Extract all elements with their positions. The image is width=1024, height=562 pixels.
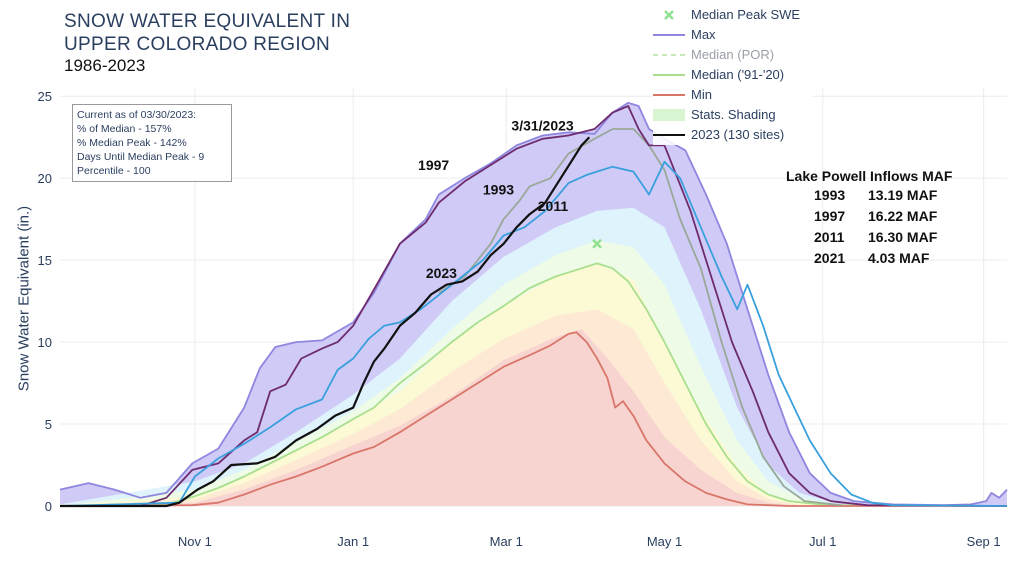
x-tick-label: Jan 1 [337,534,369,549]
axis-ticks: 0 5 10 15 20 25 Nov 1 Jan 1 Mar 1 May 1 Jul 1 Sep 1 [38,89,1001,549]
legend-swatch-icon [653,109,685,121]
legend-item[interactable]: Median (POR) [653,45,813,65]
y-tick-label: 20 [38,171,52,186]
lake-powell-row: 1993 13.19 MAF [786,187,976,208]
legend-item[interactable]: Max [653,25,813,45]
legend-label: Stats. Shading [691,107,776,122]
lake-powell-year: 2011 [814,229,845,245]
y-tick-label: 5 [45,417,52,432]
legend-swatch-icon [653,94,685,96]
median-peak-marker [592,238,602,249]
lake-powell-year: 1993 [814,187,846,203]
y-tick-label: 25 [38,89,52,104]
y-tick-label: 10 [38,335,52,350]
series-line-y2023 [60,136,591,508]
x-tick-label: Jul 1 [809,534,836,549]
lake-powell-value: 16.30 MAF [868,229,938,245]
x-tick-label: Nov 1 [178,534,212,549]
status-line: % Median Peak - 142% [77,137,187,149]
legend-item[interactable]: Median Peak SWE [653,5,813,25]
line-annotations: 1997 1993 2011 2023 3/31/2023 [418,118,574,282]
series-annotation-label: 2023 [426,265,457,281]
series-line-y2011 [59,160,1008,507]
legend-item[interactable]: Median ('91-'20) [653,65,813,85]
x-tick-label: May 1 [647,534,682,549]
y-tick-label: 15 [38,253,52,268]
lake-powell-value: 16.22 MAF [868,208,938,224]
lake-powell-inflows-table: Lake Powell Inflows MAF 1993 13.19 MAF 1… [786,168,976,271]
lake-powell-value: 13.19 MAF [868,187,938,203]
stats-shading-band [60,329,1007,506]
stats-shading-bands [60,102,1007,507]
series-line-median9120 [59,262,1008,507]
lake-powell-year: 2021 [814,250,846,266]
y-axis-label: Snow Water Equivalent (in.) [15,205,33,392]
series-annotation-label: 2011 [538,198,569,214]
legend-item[interactable]: Stats. Shading [653,105,813,125]
legend-swatch-icon [653,54,685,56]
median-peak-x-stroke [592,238,602,249]
title-line-2: UPPER COLORADO REGION [64,34,331,55]
status-line: Current as of 03/30/2023: [77,109,197,121]
lake-powell-row: 2021 4.03 MAF [786,250,976,271]
series-annotation-label: 1997 [418,157,449,173]
y-tick-label: 0 [45,499,52,514]
legend-swatch-icon [653,34,685,36]
series-annotation-label: 1993 [483,182,514,198]
legend-fill-swatch [653,109,685,121]
series-lines [59,101,1008,508]
chart-legend: Median Peak SWE Max Median (POR) Median ('9… [653,5,813,145]
current-status-box: Current as of 03/30/2023: % of Median - … [72,104,232,182]
x-tick-label: Mar 1 [490,534,523,549]
legend-item[interactable]: 2023 (130 sites) [653,125,813,145]
legend-swatch-icon [653,134,685,136]
lake-powell-row: 2011 16.30 MAF [786,229,976,250]
legend-label: Max [691,27,716,42]
lake-powell-row: 1997 16.22 MAF [786,208,976,229]
title-line-1: SNOW WATER EQUIVALENT IN [64,11,351,32]
legend-swatch-icon [664,10,674,20]
lake-powell-year: 1997 [814,208,846,224]
lake-powell-value: 4.03 MAF [868,250,930,266]
series-line-min [59,331,1007,507]
title-years: 1986-2023 [64,56,146,75]
status-line: % of Median - 157% [77,123,172,135]
legend-label: Median Peak SWE [691,7,801,22]
legend-label: Median (POR) [691,47,775,62]
series-line-y1997 [60,105,1008,507]
legend-swatch-icon [653,74,685,76]
series-annotation-label: 3/31/2023 [511,118,573,134]
status-line: Percentile - 100 [77,165,151,177]
legend-label: 2023 (130 sites) [691,127,785,142]
legend-item[interactable]: Min [653,85,813,105]
lake-powell-title: Lake Powell Inflows MAF [786,168,953,184]
status-line: Days Until Median Peak - 9 [77,151,205,163]
x-tick-label: Sep 1 [967,534,1001,549]
legend-label: Median ('91-'20) [691,67,785,82]
legend-marker-stroke [664,10,674,20]
chart-title: SNOW WATER EQUIVALENT IN UPPER COLORADO … [64,10,350,76]
legend-label: Min [691,87,712,102]
series-line-y1993 [438,128,842,507]
